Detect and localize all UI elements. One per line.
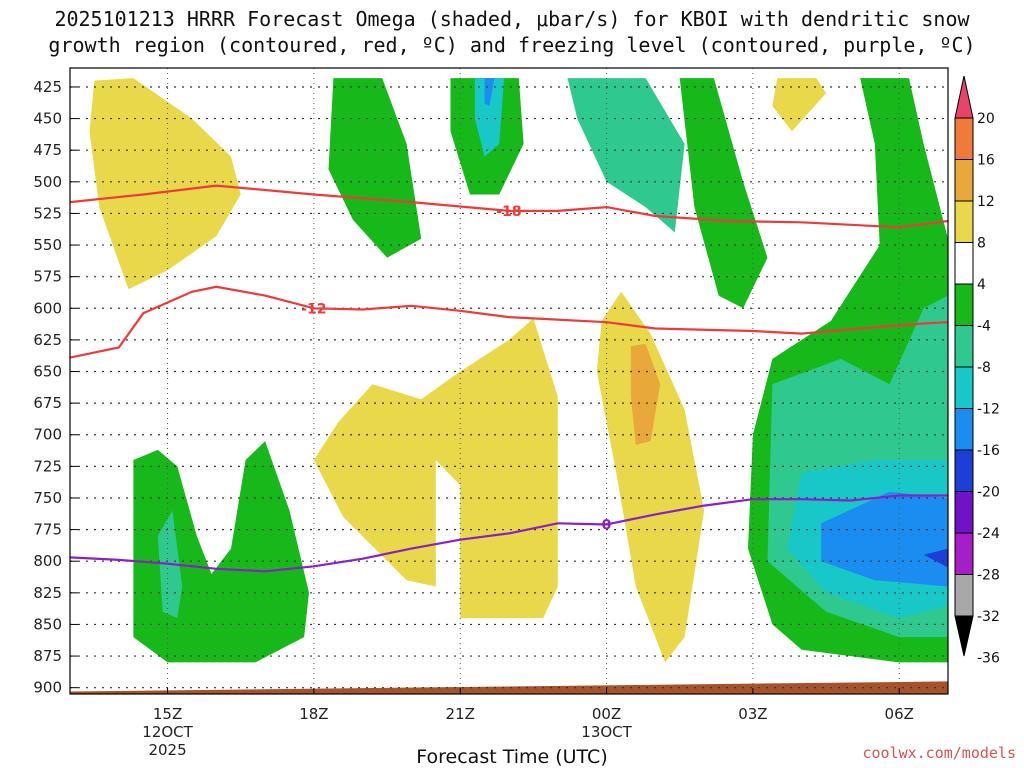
colorbar-label--36: -36 bbox=[977, 651, 1000, 667]
omega-region-10 bbox=[679, 78, 768, 309]
omega-region-14 bbox=[821, 491, 948, 587]
colorbar-label--28: -28 bbox=[977, 568, 1000, 584]
xtick-label-21Z: 21Z bbox=[446, 705, 475, 723]
colorbar-segment-9 bbox=[954, 449, 974, 492]
ytick-label-825: 825 bbox=[33, 584, 62, 602]
title-line1: 2025101213 HRRR Forecast Omega (shaded, … bbox=[54, 7, 970, 31]
colorbar-label-16: 16 bbox=[977, 153, 995, 169]
ytick-label-625: 625 bbox=[33, 331, 62, 349]
ytick-label-875: 875 bbox=[33, 647, 62, 665]
omega-region-5 bbox=[328, 78, 422, 258]
omega-region-3 bbox=[630, 343, 661, 445]
colorbar-segment-6 bbox=[954, 325, 974, 368]
xtick-label-18Z: 18Z bbox=[299, 705, 328, 723]
contour-line-0 bbox=[70, 184, 948, 229]
ytick-label-725: 725 bbox=[33, 457, 62, 475]
ytick-label-500: 500 bbox=[33, 173, 62, 191]
xtick-label-03Z: 03Z bbox=[738, 705, 767, 723]
ytick-label-575: 575 bbox=[33, 268, 62, 286]
colorbar-label-8: 8 bbox=[977, 236, 986, 252]
colorbar-bottom-arrow bbox=[954, 615, 974, 657]
x-axis-label: Forecast Time (UTC) bbox=[416, 746, 608, 768]
plot-frame bbox=[69, 67, 949, 695]
colorbar-label-12: 12 bbox=[977, 194, 995, 210]
omega-region-8 bbox=[474, 78, 505, 157]
colorbar-segment-7 bbox=[954, 366, 974, 409]
xtick-label-00Z: 00Z bbox=[592, 705, 621, 723]
colorbar-segment-12 bbox=[954, 574, 974, 617]
omega-region-4 bbox=[772, 78, 827, 132]
ytick-label-775: 775 bbox=[33, 521, 62, 539]
colorbar-top-arrow bbox=[954, 75, 974, 119]
xtick-sub1-15Z: 12OCT bbox=[142, 723, 193, 741]
ytick-label-425: 425 bbox=[33, 78, 62, 96]
omega-region-2 bbox=[596, 291, 705, 663]
colorbar-label-20: 20 bbox=[977, 111, 995, 127]
omega-region-9 bbox=[484, 78, 495, 106]
ytick-label-900: 900 bbox=[33, 679, 62, 697]
colorbar-segment-11 bbox=[954, 532, 974, 575]
contour-line-2 bbox=[70, 494, 948, 573]
colorbar-label--12: -12 bbox=[977, 402, 1000, 418]
xtick-label-06Z: 06Z bbox=[885, 705, 914, 723]
xtick-sub1-00Z: 13OCT bbox=[581, 723, 632, 741]
colorbar-segment-8 bbox=[954, 408, 974, 451]
colorbar-label--8: -8 bbox=[977, 360, 991, 376]
credit-link[interactable]: coolwx.com/models bbox=[862, 744, 1016, 762]
ytick-label-650: 650 bbox=[33, 363, 62, 381]
ytick-label-550: 550 bbox=[33, 236, 62, 254]
colorbar-segment-3 bbox=[954, 200, 974, 243]
colorbar-segment-4 bbox=[954, 242, 974, 285]
colorbar-label--20: -20 bbox=[977, 485, 1000, 501]
contour-label-0: -18 bbox=[496, 204, 521, 220]
colorbar-segment-5 bbox=[954, 283, 974, 326]
omega-region-15 bbox=[923, 548, 948, 568]
contour-line-1 bbox=[70, 285, 948, 359]
ytick-label-525: 525 bbox=[33, 204, 62, 222]
ytick-label-750: 750 bbox=[33, 489, 62, 507]
chart-title: 2025101213 HRRR Forecast Omega (shaded, … bbox=[0, 6, 1024, 58]
colorbar-label--24: -24 bbox=[977, 526, 1000, 542]
title-line2: growth region (contoured, red, ºC) and f… bbox=[48, 33, 976, 57]
contour-label-2: 0 bbox=[602, 518, 612, 534]
ytick-label-600: 600 bbox=[33, 299, 62, 317]
xtick-label-15Z: 15Z bbox=[153, 705, 182, 723]
colorbar-segment-10 bbox=[954, 491, 974, 534]
omega-region-1 bbox=[313, 318, 558, 619]
colorbar-segment-1 bbox=[954, 117, 974, 160]
colorbar-label--16: -16 bbox=[977, 443, 1000, 459]
omega-region-7 bbox=[567, 78, 685, 233]
ytick-label-700: 700 bbox=[33, 426, 62, 444]
omega-region-18 bbox=[70, 681, 948, 694]
colorbar-label--32: -32 bbox=[977, 609, 1000, 625]
colorbar-segment-2 bbox=[954, 159, 974, 202]
colorbar-label--4: -4 bbox=[977, 319, 991, 335]
ytick-label-800: 800 bbox=[33, 552, 62, 570]
ytick-label-450: 450 bbox=[33, 110, 62, 128]
ytick-label-675: 675 bbox=[33, 394, 62, 412]
omega-region-0 bbox=[89, 78, 241, 290]
ytick-label-850: 850 bbox=[33, 615, 62, 633]
xtick-sub2-15Z: 2025 bbox=[148, 741, 186, 759]
contour-label-1: -12 bbox=[301, 301, 326, 317]
ytick-label-475: 475 bbox=[33, 141, 62, 159]
colorbar-label-4: 4 bbox=[977, 277, 986, 293]
